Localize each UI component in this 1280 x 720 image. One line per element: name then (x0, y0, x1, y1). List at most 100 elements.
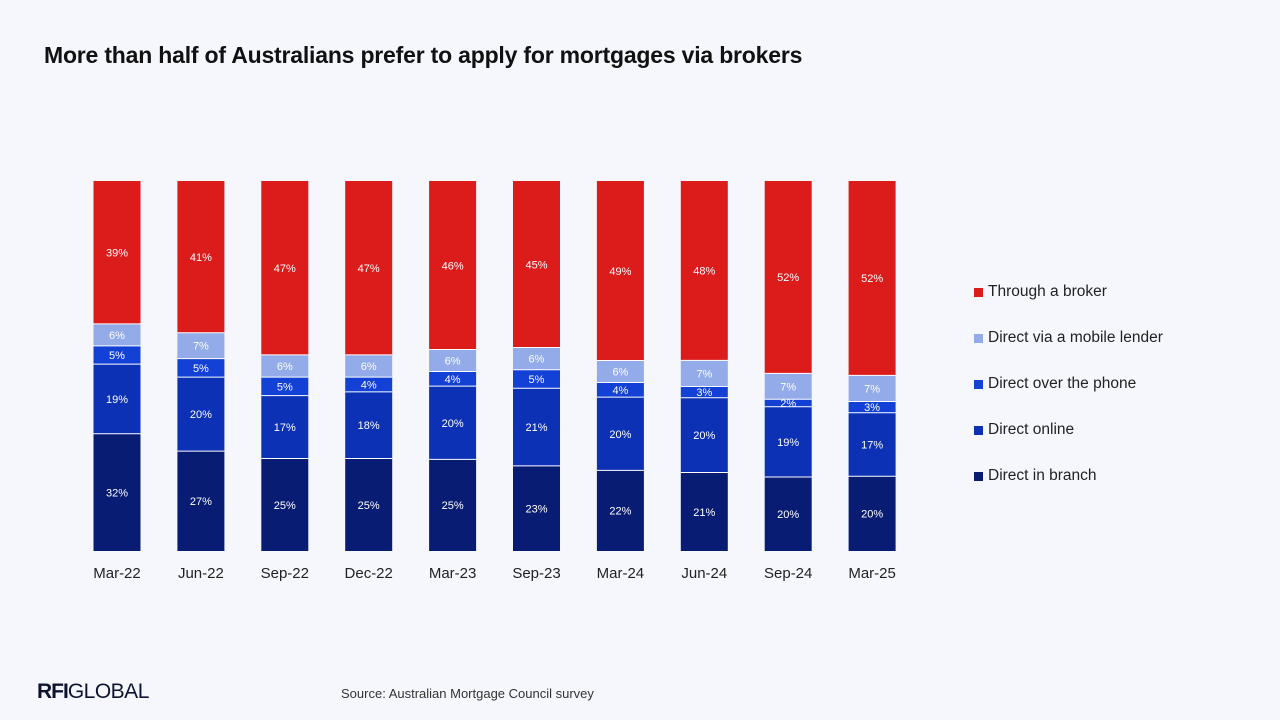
bar-segment-mar-22-through-a-broker (93, 181, 141, 324)
data-label: 45% (525, 259, 547, 271)
bar-segment-mar-25-direct-over-the-phone (848, 401, 896, 413)
bar-segment-mar-24-direct-online (596, 397, 644, 471)
bar-segment-sep-24-through-a-broker (764, 181, 812, 374)
data-label: 17% (861, 439, 883, 451)
data-label: 20% (190, 409, 212, 421)
data-label: 21% (693, 507, 715, 519)
bar-segment-mar-24-direct-via-a-mobile-lender (596, 360, 644, 383)
bar-segment-sep-22-direct-in-branch (261, 458, 309, 551)
data-label: 25% (274, 500, 296, 512)
bar-segment-jun-24-direct-online (680, 397, 728, 473)
bar-segment-mar-23-direct-over-the-phone (429, 371, 477, 387)
data-label: 4% (612, 385, 628, 397)
bar-segment-sep-23-direct-online (513, 388, 560, 466)
legend-swatch (974, 287, 983, 297)
legend-item: Direct online (974, 419, 1163, 441)
data-label: 47% (274, 263, 296, 275)
data-label: 5% (193, 363, 209, 375)
data-label: 20% (693, 430, 715, 442)
legend-item: Direct via a mobile lender (974, 327, 1163, 349)
data-label: 20% (609, 429, 631, 441)
bar-segment-mar-25-direct-in-branch (848, 476, 896, 551)
x-tick-label: Sep-23 (512, 565, 560, 582)
bar-segment-mar-24-through-a-broker (596, 181, 644, 361)
x-tick-label: Jun-22 (178, 565, 224, 582)
bar-segment-mar-25-through-a-broker (848, 181, 896, 376)
legend-item: Through a broker (974, 281, 1163, 303)
bar-segment-dec-22-direct-online (345, 391, 393, 459)
bar-segment-sep-24-direct-online (764, 406, 812, 477)
data-label: 49% (609, 266, 631, 278)
bar-segment-sep-22-direct-online (261, 395, 309, 459)
x-tick-label: Mar-23 (429, 565, 477, 582)
x-tick-label: Sep-22 (261, 565, 309, 582)
data-label: 5% (529, 374, 545, 386)
bar-segment-mar-23-direct-via-a-mobile-lender (429, 349, 477, 372)
bar-segment-mar-25-direct-via-a-mobile-lender (848, 375, 896, 402)
bar-segment-sep-23-direct-in-branch (513, 465, 560, 551)
data-label: 20% (442, 418, 464, 430)
data-label: 17% (274, 422, 296, 434)
bar-segment-mar-24-direct-over-the-phone (596, 382, 644, 398)
data-label: 4% (361, 380, 377, 392)
bar-segment-dec-22-through-a-broker (345, 181, 393, 355)
bar-segment-mar-22-direct-online (93, 364, 141, 434)
bar-segment-mar-25-direct-online (848, 412, 896, 477)
bar-segment-mar-24-direct-in-branch (596, 470, 644, 551)
data-label: 7% (696, 368, 712, 380)
data-label: 52% (777, 272, 799, 284)
data-label: 6% (529, 354, 545, 366)
x-tick-label: Mar-24 (597, 565, 645, 582)
data-label: 19% (106, 394, 128, 406)
bar-segment-sep-23-direct-over-the-phone (513, 369, 560, 389)
bar-segment-mar-22-direct-over-the-phone (93, 345, 141, 365)
data-label: 23% (525, 503, 547, 515)
bar-segment-mar-22-direct-via-a-mobile-lender (93, 323, 141, 346)
bar-segment-sep-24-direct-via-a-mobile-lender (764, 373, 812, 400)
bar-segment-sep-23-direct-via-a-mobile-lender (513, 347, 560, 370)
bar-segment-dec-22-direct-via-a-mobile-lender (345, 354, 393, 378)
bar-segment-jun-24-direct-via-a-mobile-lender (680, 360, 728, 387)
bar-segment-sep-22-direct-over-the-phone (261, 377, 309, 396)
legend-label: Direct over the phone (988, 375, 1137, 392)
data-label: 3% (864, 402, 880, 414)
bar-segment-jun-24-direct-over-the-phone (680, 386, 728, 398)
legend-swatch (974, 379, 983, 389)
data-label: 39% (106, 247, 128, 259)
data-label: 6% (277, 361, 293, 373)
data-label: 22% (609, 506, 631, 518)
bar-segment-mar-23-through-a-broker (429, 181, 477, 350)
data-label: 7% (780, 381, 796, 393)
logo-rest-text: GLOBAL (67, 680, 150, 703)
data-label: 6% (445, 356, 461, 368)
bar-segment-jun-24-through-a-broker (680, 181, 728, 361)
bar-segment-sep-24-direct-over-the-phone (764, 399, 812, 407)
data-label: 4% (445, 374, 461, 386)
legend-label: Through a broker (988, 283, 1107, 300)
bar-segment-jun-22-direct-via-a-mobile-lender (177, 332, 225, 359)
legend-label: Direct online (988, 421, 1075, 438)
data-label: 52% (861, 273, 883, 285)
legend-item: Direct in branch (974, 465, 1163, 487)
legend-label: Direct via a mobile lender (988, 329, 1163, 346)
bar-segment-jun-22-direct-over-the-phone (177, 358, 225, 378)
legend-swatch (974, 471, 983, 481)
x-tick-label: Mar-22 (93, 565, 141, 582)
data-label: 2% (780, 398, 796, 410)
bar-segment-sep-23-through-a-broker (513, 181, 560, 348)
bar-segment-dec-22-direct-over-the-phone (345, 377, 393, 392)
bar-segment-sep-24-direct-in-branch (764, 477, 812, 551)
legend-label: Direct in branch (988, 467, 1097, 484)
data-label: 41% (190, 252, 212, 264)
x-tick-label: Sep-24 (764, 565, 812, 582)
legend-swatch (974, 425, 983, 435)
bar-segment-dec-22-direct-in-branch (345, 458, 393, 551)
data-label: 19% (777, 437, 799, 449)
rfi-global-logo: RFIGLOBAL (37, 680, 149, 704)
data-label: 25% (442, 500, 464, 512)
source-note: Source: Australian Mortgage Council surv… (341, 686, 594, 701)
data-label: 25% (358, 500, 380, 512)
bar-segment-jun-22-direct-in-branch (177, 451, 225, 551)
bar-segment-sep-22-through-a-broker (261, 181, 309, 355)
